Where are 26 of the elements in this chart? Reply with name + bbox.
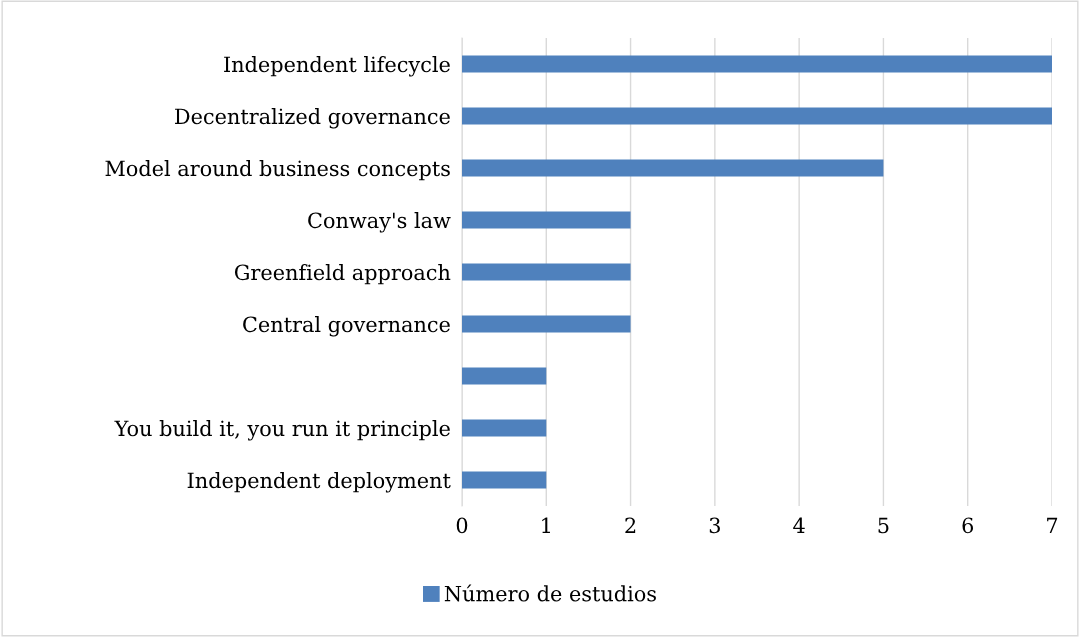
x-tick-label: 5 — [878, 517, 889, 534]
y-tick-label: Decentralized governance — [175, 108, 450, 129]
x-tick-label: 3 — [709, 517, 720, 534]
bar — [462, 263, 631, 281]
bar — [462, 159, 884, 177]
y-tick-label: Independent deployment — [187, 472, 451, 493]
bar — [462, 315, 631, 333]
bar — [462, 471, 547, 489]
y-tick-label: Independent lifecycle — [224, 56, 450, 77]
legend-label: Número de estudios — [444, 584, 656, 602]
bar — [462, 107, 1052, 125]
x-tick-label: 2 — [625, 517, 636, 533]
bar — [462, 367, 547, 385]
y-tick-label: You build it, you run it principle — [114, 420, 450, 441]
y-tick-label: Model around business concepts — [105, 160, 450, 181]
x-tick-label: 4 — [793, 517, 805, 533]
x-tick-label: 6 — [962, 517, 974, 534]
y-tick-label: Greenfield approach — [234, 264, 451, 285]
y-tick-label: Conway's law — [308, 212, 451, 233]
y-tick-label: Central governance — [243, 316, 450, 337]
bar — [462, 55, 1052, 73]
x-tick-label: 7 — [1047, 517, 1058, 533]
x-tick-label: 0 — [456, 517, 468, 534]
bar — [462, 211, 631, 229]
bar — [462, 419, 547, 437]
x-tick-label: 1 — [542, 517, 550, 533]
